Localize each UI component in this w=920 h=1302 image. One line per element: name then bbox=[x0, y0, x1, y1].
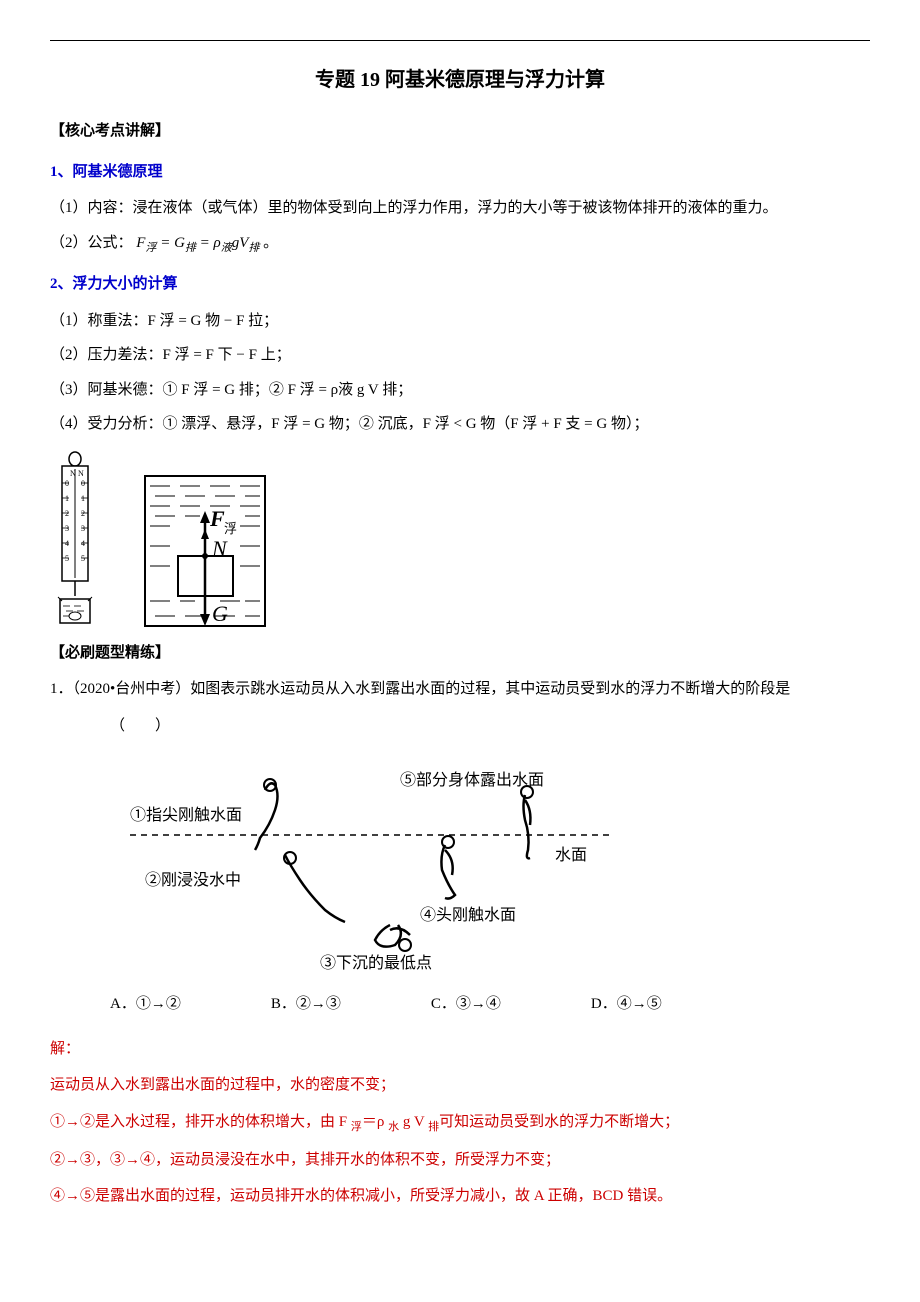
option-c: C．③→④ bbox=[431, 990, 501, 1019]
top-rule bbox=[50, 40, 870, 41]
content-principle: （1）内容：浸在液体（或气体）里的物体受到向上的浮力作用，浮力的大小等于被该物体… bbox=[50, 194, 870, 223]
svg-text:F: F bbox=[209, 506, 225, 531]
label-5: ⑤部分身体露出水面 bbox=[400, 771, 544, 789]
svg-text:0: 0 bbox=[65, 479, 69, 488]
svg-text:2: 2 bbox=[81, 509, 85, 518]
sol-line-1: 运动员从入水到露出水面的过程中，水的密度不变； bbox=[50, 1071, 870, 1100]
diving-figure: 水面 ①指尖刚触水面 ②刚浸没水中 ③下沉的最低点 ④头刚触水面 ⑤部分身体露出… bbox=[110, 750, 630, 980]
calc-method-1: （1）称重法：F 浮 = G 物 − F 拉； bbox=[50, 307, 870, 336]
svg-text:0: 0 bbox=[81, 479, 85, 488]
solution-label: 解： bbox=[50, 1035, 870, 1064]
page-title: 专题 19 阿基米德原理与浮力计算 bbox=[50, 61, 870, 99]
svg-text:2: 2 bbox=[65, 509, 69, 518]
calc-method-2: （2）压力差法：F 浮 = F 下 − F 上； bbox=[50, 341, 870, 370]
svg-text:G: G bbox=[212, 601, 228, 626]
option-a: A．①→② bbox=[110, 990, 181, 1019]
svg-text:3: 3 bbox=[65, 524, 69, 533]
svg-text:1: 1 bbox=[65, 494, 69, 503]
svg-text:浮: 浮 bbox=[224, 521, 237, 536]
solution-block: 解： 运动员从入水到露出水面的过程中，水的密度不变； ①→②是入水过程，排开水的… bbox=[50, 1035, 870, 1211]
svg-text:N: N bbox=[211, 536, 228, 561]
content-formula: （2）公式： F浮 = G排 = ρ液gV排 。 bbox=[50, 229, 870, 259]
svg-text:N: N bbox=[78, 469, 84, 478]
option-b: B．②→③ bbox=[271, 990, 341, 1019]
svg-text:5: 5 bbox=[65, 554, 69, 563]
label-1: ①指尖刚触水面 bbox=[130, 806, 242, 824]
calc-method-3: （3）阿基米德：① F 浮 = G 排；② F 浮 = ρ液 g V 排； bbox=[50, 376, 870, 405]
svg-text:N: N bbox=[70, 469, 76, 478]
practice-label: 【必刷题型精练】 bbox=[50, 639, 870, 668]
sol-line-4: ④→⑤是露出水面的过程，运动员排开水的体积减小，所受浮力减小，故 A 正确，BC… bbox=[50, 1182, 870, 1211]
svg-text:3: 3 bbox=[81, 524, 85, 533]
label-2: ②刚浸没水中 bbox=[145, 871, 241, 889]
options-row: A．①→② B．②→③ C．③→④ D．④→⑤ bbox=[50, 990, 870, 1019]
spring-balance-figure: NN 0 0 1 1 2 2 3 3 4 4 5 5 bbox=[50, 451, 100, 631]
question-1: 1．（2020•台州中考）如图表示跳水运动员从入水到露出水面的过程，其中运动员受… bbox=[50, 675, 870, 1210]
figures-row: NN 00 11 22 33 44 55 bbox=[50, 451, 870, 631]
label-3: ③下沉的最低点 bbox=[320, 954, 432, 972]
heading-buoyancy-calc: 2、浮力大小的计算 bbox=[50, 270, 870, 299]
sol-line-3: ②→③，③→④，运动员浸没在水中，其排开水的体积不变，所受浮力不变； bbox=[50, 1146, 870, 1175]
heading-archimedes: 1、阿基米德原理 bbox=[50, 158, 870, 187]
label-4: ④头刚触水面 bbox=[420, 906, 516, 924]
water-label: 水面 bbox=[555, 846, 587, 864]
option-d: D．④→⑤ bbox=[591, 990, 662, 1019]
core-points-label: 【核心考点讲解】 bbox=[50, 117, 870, 146]
sol-line-2: ①→②是入水过程，排开水的体积增大，由 F 浮＝ρ 水 g V 排可知运动员受到… bbox=[50, 1108, 870, 1138]
svg-text:1: 1 bbox=[81, 494, 85, 503]
calc-method-4: （4）受力分析：① 漂浮、悬浮，F 浮 = G 物；② 沉底，F 浮 < G 物… bbox=[50, 410, 870, 439]
beaker-force-figure: F 浮 N G bbox=[140, 471, 280, 631]
formula-prefix: （2）公式： bbox=[50, 235, 133, 251]
q1-paren: （ ） bbox=[50, 712, 870, 741]
svg-text:5: 5 bbox=[81, 554, 85, 563]
q1-text: 1．（2020•台州中考）如图表示跳水运动员从入水到露出水面的过程，其中运动员受… bbox=[50, 675, 870, 704]
formula-expr: F浮 = G排 = ρ液gV排 bbox=[136, 235, 263, 251]
svg-text:4: 4 bbox=[81, 539, 85, 548]
svg-text:4: 4 bbox=[65, 539, 69, 548]
